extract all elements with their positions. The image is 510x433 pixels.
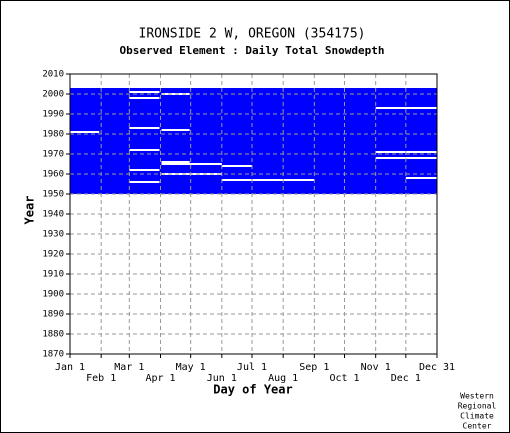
data-gap xyxy=(70,131,100,133)
data-gap xyxy=(161,129,190,131)
x-tick-label: Oct 1 xyxy=(329,373,359,384)
x-tick-label: Aug 1 xyxy=(268,373,298,384)
x-tick-label: Apr 1 xyxy=(145,373,175,384)
data-gap xyxy=(221,179,315,181)
x-axis-label: Day of Year xyxy=(213,383,292,397)
x-tick-label: Sep 1 xyxy=(299,362,329,373)
x-tick-label: Mar 1 xyxy=(114,362,144,373)
chart-title: IRONSIDE 2 W, OREGON (354175) xyxy=(139,27,366,42)
plot-border xyxy=(69,73,438,355)
x-tick-label: Jan 1 xyxy=(55,362,85,373)
x-tick-label: May 1 xyxy=(176,362,206,373)
data-gap xyxy=(129,91,160,93)
data-gap xyxy=(161,161,190,163)
y-tick-label: 1960 xyxy=(42,170,64,180)
x-tick-label: Dec 1 xyxy=(391,373,421,384)
data-gap xyxy=(129,97,160,99)
data-block xyxy=(70,88,437,194)
credit: Western xyxy=(460,392,494,401)
y-tick-label: 1980 xyxy=(42,130,64,140)
x-tick-label: Jun 1 xyxy=(207,373,237,384)
credit: Climate xyxy=(460,412,494,421)
y-tick-label: 2010 xyxy=(42,70,64,80)
y-tick-label: 1870 xyxy=(42,350,64,360)
y-tick-label: 1910 xyxy=(42,270,64,280)
credit: Regional xyxy=(458,402,497,411)
data-gap xyxy=(129,149,160,151)
x-tick-label: Feb 1 xyxy=(86,373,116,384)
x-tick-label: Nov 1 xyxy=(361,362,391,373)
data-gap xyxy=(129,169,160,171)
y-tick-label: 1880 xyxy=(42,330,64,340)
y-tick-label: 1900 xyxy=(42,290,64,300)
data-gap xyxy=(405,177,437,179)
credit: Center xyxy=(463,422,492,431)
data-gap xyxy=(221,165,252,167)
y-tick-label: 2000 xyxy=(42,90,64,100)
chart-subtitle: Observed Element : Daily Total Snowdepth xyxy=(120,44,385,57)
x-tick-label: Dec 31 xyxy=(419,362,455,373)
data-gap xyxy=(129,181,160,183)
data-gap xyxy=(375,157,437,159)
data-gap xyxy=(129,127,160,129)
y-tick-label: 1950 xyxy=(42,190,64,200)
y-tick-label: 1890 xyxy=(42,310,64,320)
data-gap xyxy=(375,107,437,109)
data-gap xyxy=(161,163,222,165)
y-tick-label: 1970 xyxy=(42,150,64,160)
y-tick-label: 1930 xyxy=(42,230,64,240)
x-tick-label: Jul 1 xyxy=(237,362,267,373)
y-tick-label: 1990 xyxy=(42,110,64,120)
y-tick-label: 1920 xyxy=(42,250,64,260)
data-gap xyxy=(375,151,437,153)
y-tick-label: 1940 xyxy=(42,210,64,220)
y-axis-label: Year xyxy=(23,196,37,225)
